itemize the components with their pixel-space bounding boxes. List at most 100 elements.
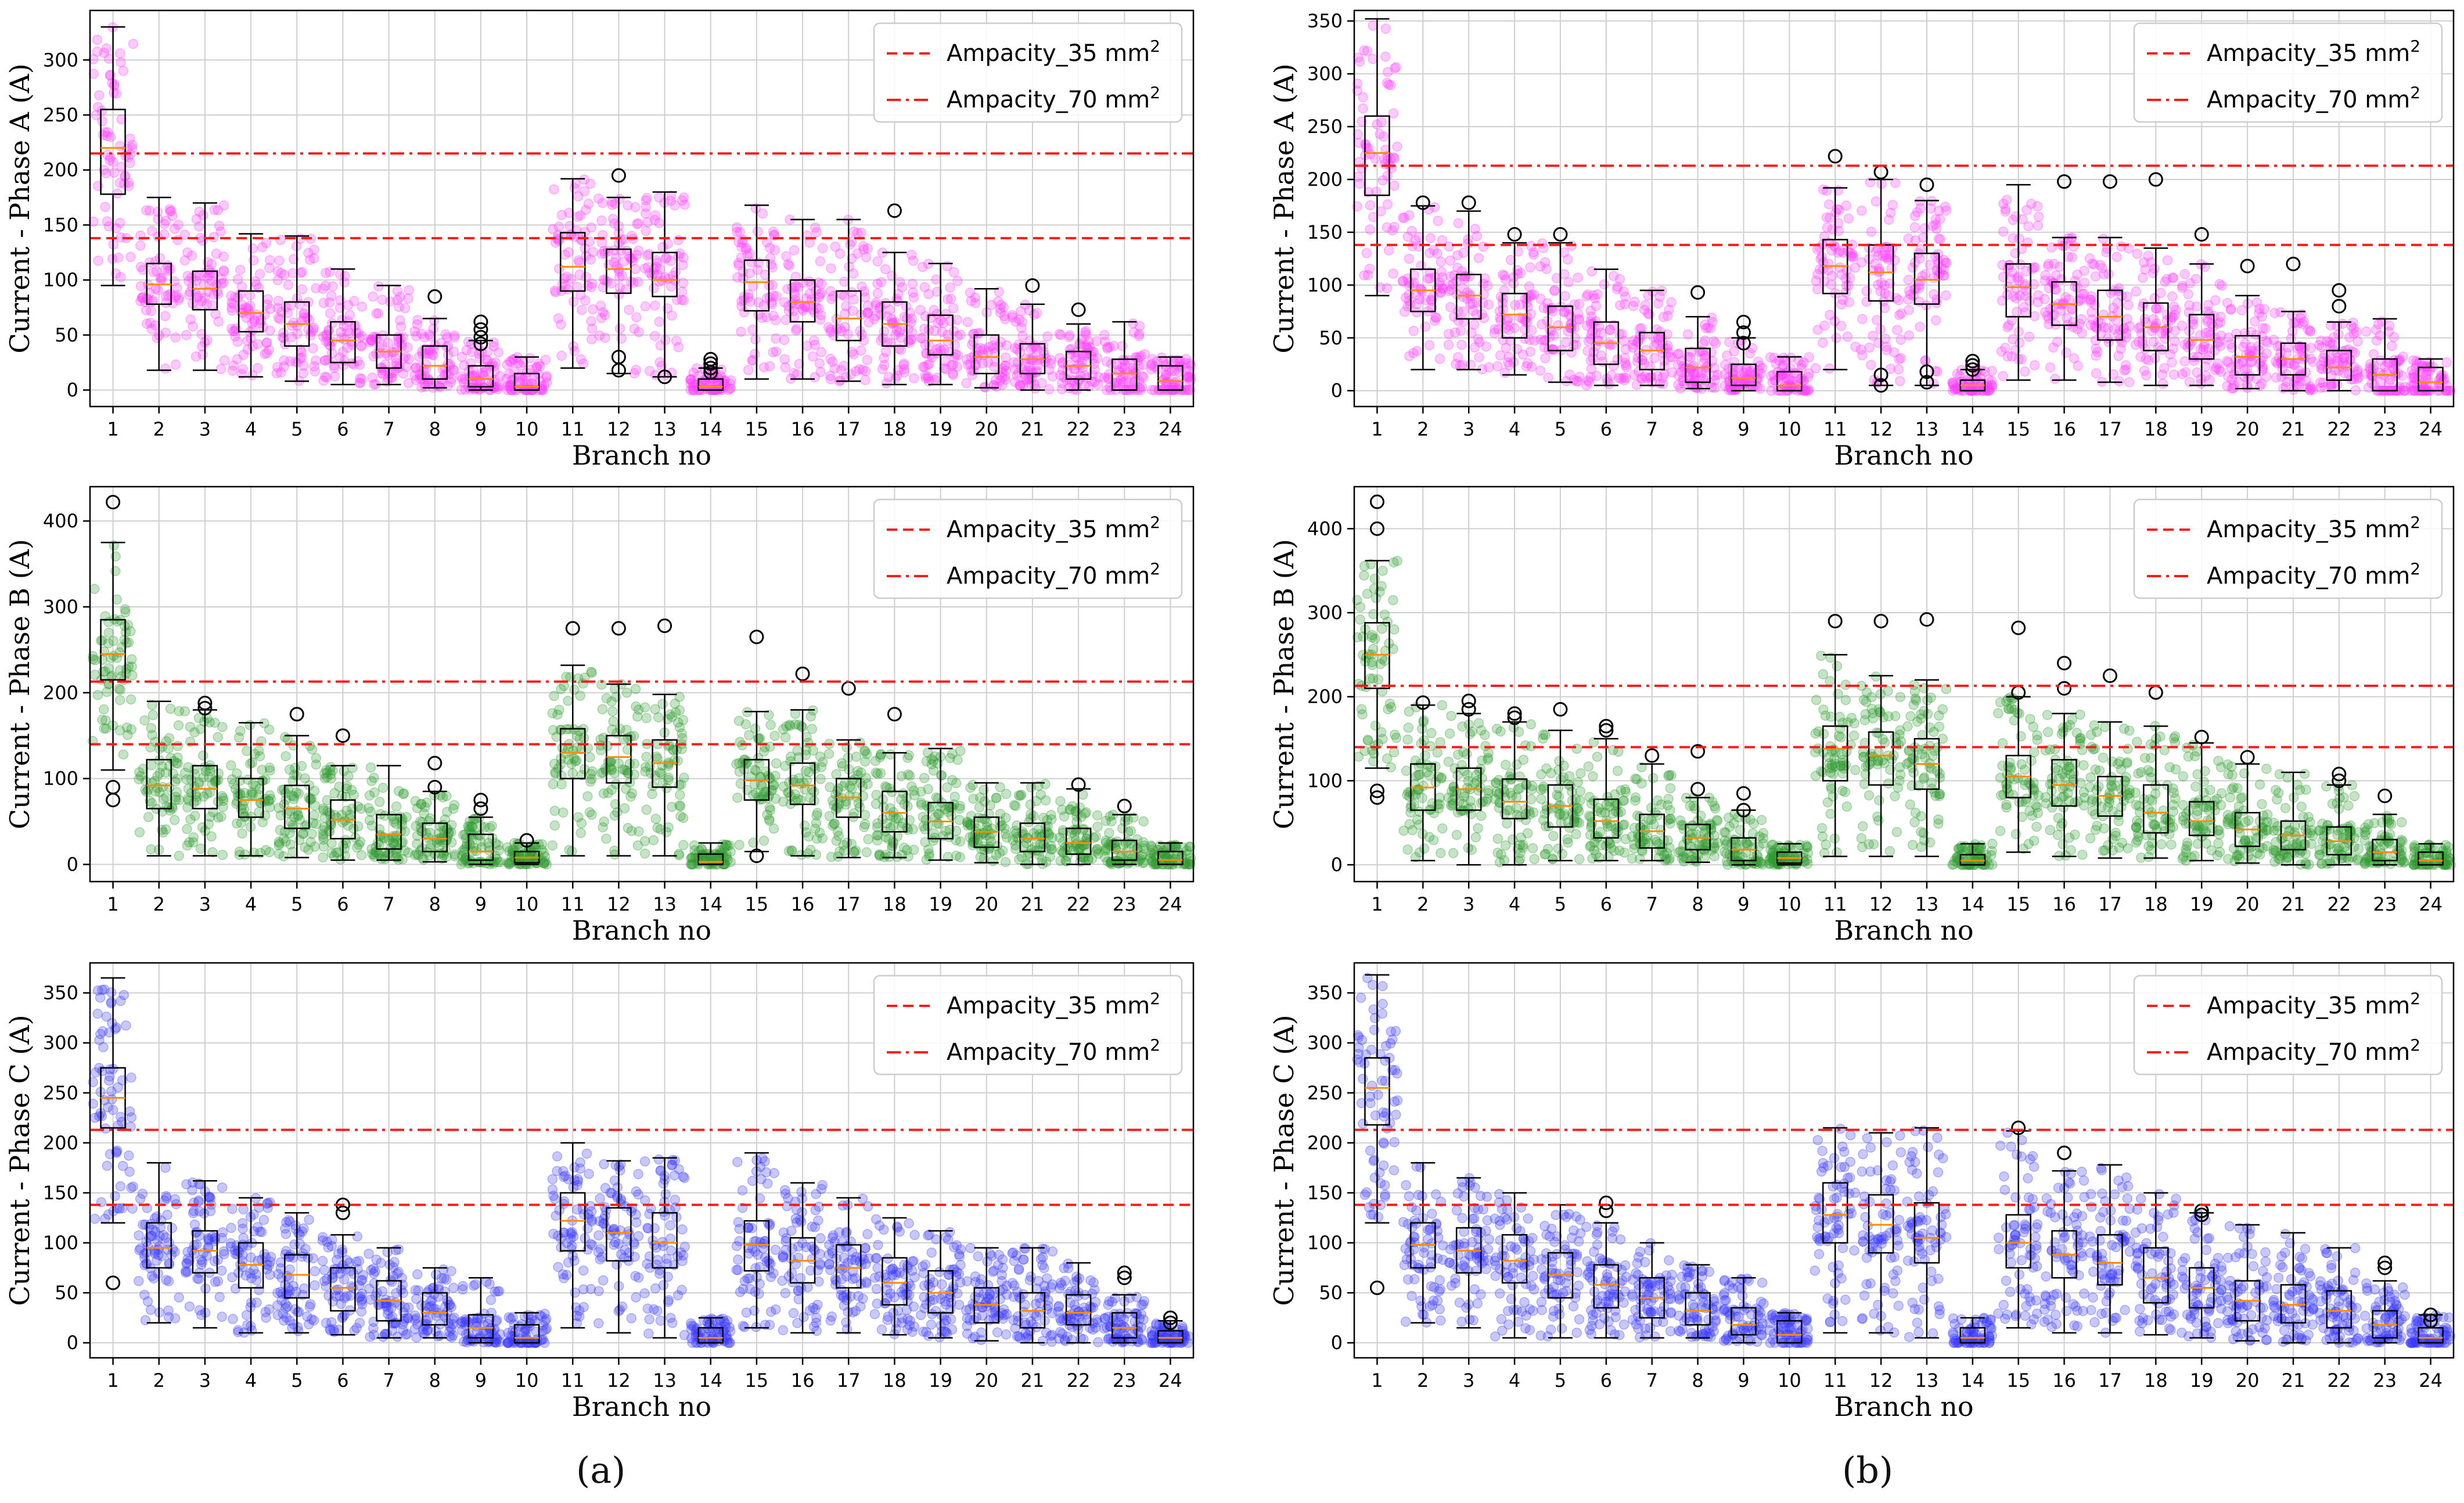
- x-tick-label: 21: [2282, 418, 2305, 440]
- scatter-point: [2195, 330, 2206, 341]
- scatter-point: [1909, 211, 1920, 221]
- scatter-point: [2005, 274, 2016, 284]
- scatter-point: [1587, 266, 1597, 277]
- x-tick-label: 3: [1463, 418, 1474, 440]
- scatter-point: [573, 191, 584, 202]
- scatter-point: [260, 348, 270, 359]
- scatter-point: [181, 330, 192, 340]
- scatter-point: [145, 318, 156, 328]
- scatter-point: [1386, 80, 1396, 91]
- scatter-point: [624, 758, 635, 769]
- scatter-point: [305, 794, 316, 805]
- scatter-point: [1843, 213, 1854, 224]
- scatter-point: [561, 271, 572, 282]
- scatter-point: [456, 351, 467, 362]
- scatter-point: [265, 304, 276, 314]
- scatter-point: [2192, 367, 2202, 378]
- y-tick-label: 300: [43, 49, 78, 71]
- scatter-point: [2303, 325, 2314, 335]
- scatter-point: [254, 269, 265, 279]
- scatter-point: [264, 763, 275, 773]
- scatter-point: [100, 127, 110, 138]
- scatter-point: [654, 317, 664, 327]
- x-tick-label: 20: [2236, 418, 2260, 440]
- scatter-point: [2091, 368, 2102, 379]
- scatter-point: [174, 850, 184, 861]
- scatter-point: [880, 347, 891, 357]
- scatter-point: [917, 333, 928, 344]
- scatter-point: [2179, 269, 2190, 279]
- scatter-point: [237, 828, 247, 839]
- scatter-point: [632, 711, 643, 722]
- x-tick-label: 2: [153, 418, 165, 440]
- scatter-point: [1520, 293, 1531, 304]
- scatter-point: [764, 802, 775, 813]
- scatter-point: [100, 715, 111, 726]
- scatter-point: [1521, 361, 1532, 372]
- scatter-point: [1998, 371, 2008, 382]
- scatter-point: [780, 315, 791, 325]
- scatter-point: [123, 729, 133, 740]
- scatter-point: [1473, 253, 1484, 263]
- scatter-point: [369, 787, 380, 798]
- scatter-point: [598, 822, 608, 833]
- scatter-point: [603, 260, 614, 270]
- scatter-point: [152, 206, 163, 217]
- x-tick-label: 9: [475, 418, 487, 440]
- scatter-point: [238, 364, 248, 375]
- scatter-point: [1998, 226, 2009, 237]
- scatter-point: [851, 366, 861, 376]
- scatter-point: [574, 269, 585, 280]
- scatter-point: [2387, 341, 2397, 351]
- scatter-point: [836, 364, 847, 375]
- scatter-point: [218, 251, 229, 262]
- scatter-point: [1517, 349, 1528, 360]
- scatter-point: [942, 294, 953, 305]
- scatter-point: [2161, 309, 2172, 320]
- scatter-point: [242, 344, 253, 355]
- scatter-point: [101, 43, 111, 54]
- scatter-point: [2226, 374, 2238, 384]
- scatter-point: [1673, 379, 1684, 390]
- scatter-point: [1701, 323, 1711, 333]
- scatter-point: [105, 155, 115, 166]
- scatter-point: [379, 810, 390, 821]
- scatter-point: [249, 314, 260, 325]
- scatter-point: [280, 751, 291, 761]
- scatter-point: [1903, 275, 1914, 285]
- scatter-point: [283, 308, 293, 318]
- scatter-point: [174, 293, 185, 303]
- scatter-point: [395, 321, 407, 332]
- scatter-point: [444, 827, 454, 837]
- scatter-point: [2006, 351, 2017, 362]
- scatter-point: [218, 265, 229, 276]
- scatter-point: [631, 701, 641, 712]
- scatter-point: [455, 371, 466, 382]
- scatter-point: [639, 836, 650, 846]
- scatter-point: [261, 845, 271, 855]
- scatter-point: [292, 321, 303, 331]
- scatter-point: [1382, 199, 1393, 210]
- scatter-point: [253, 745, 264, 756]
- scatter-point: [1836, 269, 1847, 280]
- scatter-point: [792, 323, 802, 334]
- scatter-point: [88, 216, 99, 227]
- scatter-point: [415, 362, 426, 372]
- scatter-point: [1933, 233, 1944, 244]
- scatter-point: [1549, 330, 1559, 341]
- scatter-point: [157, 782, 168, 793]
- scatter-point: [587, 278, 598, 289]
- scatter-point: [202, 299, 212, 310]
- scatter-point: [2206, 318, 2217, 329]
- scatter-point: [2344, 332, 2355, 343]
- scatter-point: [678, 715, 689, 725]
- scatter-point: [2368, 349, 2379, 359]
- scatter-point: [164, 204, 175, 214]
- scatter-point: [215, 364, 226, 375]
- scatter-point: [2305, 381, 2315, 392]
- scatter-point: [354, 839, 364, 850]
- scatter-point: [764, 361, 775, 372]
- scatter-point: [1016, 306, 1026, 317]
- scatter-point: [1437, 272, 1448, 283]
- scatter-point: [665, 709, 675, 720]
